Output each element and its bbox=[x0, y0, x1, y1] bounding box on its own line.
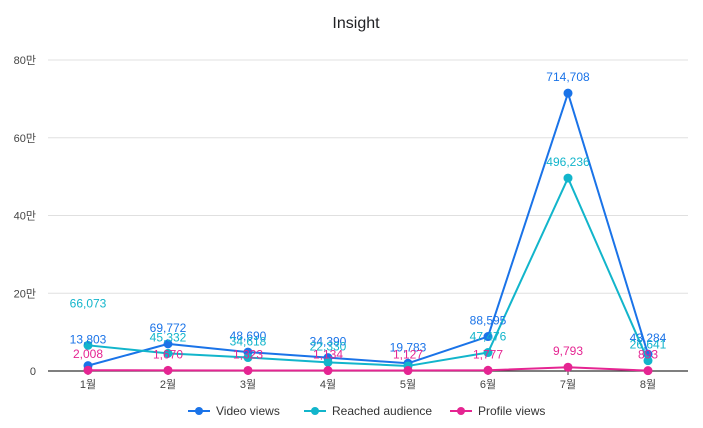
data-label: 1,127 bbox=[393, 348, 423, 362]
data-label: 1,777 bbox=[473, 347, 503, 361]
data-point bbox=[563, 362, 573, 372]
x-axis-ticks: 1월 2월 3월 4월 5월 6월 7월 8월 bbox=[80, 371, 656, 391]
x-tick-label: 1월 bbox=[80, 378, 96, 391]
data-point bbox=[163, 348, 173, 358]
x-tick-label: 8월 bbox=[640, 378, 656, 391]
data-label: 48,690 bbox=[230, 329, 267, 343]
data-point bbox=[483, 332, 493, 342]
data-label: 9,793 bbox=[553, 344, 583, 358]
data-label: 496,236 bbox=[546, 155, 590, 169]
series-lines bbox=[83, 88, 653, 376]
data-point bbox=[243, 365, 253, 375]
y-tick-label: 80만 bbox=[14, 54, 36, 67]
data-point bbox=[323, 357, 333, 367]
data-label: 26,641 bbox=[630, 338, 667, 352]
series-2 bbox=[83, 362, 653, 376]
data-point bbox=[563, 88, 573, 98]
legend: Video views Reached audience Profile views bbox=[188, 404, 545, 418]
data-label: 43,284 bbox=[630, 331, 667, 345]
data-point bbox=[83, 340, 93, 350]
chart-title: Insight bbox=[332, 15, 380, 32]
data-point bbox=[403, 366, 413, 376]
legend-label: Profile views bbox=[478, 404, 545, 418]
data-label: 69,772 bbox=[150, 321, 187, 335]
legend-marker bbox=[457, 407, 465, 415]
legend-item: Reached audience bbox=[304, 404, 432, 418]
data-label: 66,073 bbox=[70, 296, 107, 310]
x-tick-label: 4월 bbox=[320, 378, 336, 391]
legend-label: Reached audience bbox=[332, 404, 432, 418]
series-line bbox=[87, 177, 649, 367]
data-label: 47,476 bbox=[470, 330, 507, 344]
y-axis-ticks: 0 20만 40만 60만 80만 bbox=[14, 54, 36, 378]
data-labels: 13,803 69,772 48,690 34,390 19,783 88,595 714,… bbox=[70, 70, 667, 361]
legend-marker bbox=[311, 407, 319, 415]
x-tick-label: 6월 bbox=[480, 378, 496, 391]
data-label: 19,783 bbox=[390, 340, 427, 354]
grid-lines bbox=[48, 59, 688, 372]
data-point bbox=[323, 366, 333, 376]
data-point bbox=[163, 365, 173, 375]
legend-label: Video views bbox=[216, 404, 280, 418]
data-label: 1,134 bbox=[313, 348, 343, 362]
data-label: 34,390 bbox=[310, 335, 347, 349]
x-tick-label: 3월 bbox=[240, 378, 256, 391]
data-point bbox=[563, 173, 573, 183]
data-point bbox=[243, 353, 253, 363]
x-tick-label: 2월 bbox=[160, 378, 176, 391]
y-tick-label: 40만 bbox=[14, 210, 36, 223]
data-label: 22,330 bbox=[310, 339, 347, 353]
series-line bbox=[87, 92, 649, 367]
legend-marker bbox=[195, 407, 203, 415]
series-line bbox=[87, 366, 649, 372]
data-label: 45,332 bbox=[150, 330, 187, 344]
x-tick-label: 7월 bbox=[560, 378, 576, 391]
data-point bbox=[83, 365, 93, 375]
legend-item: Profile views bbox=[450, 404, 545, 418]
data-label: 714,708 bbox=[546, 70, 590, 84]
data-point bbox=[483, 365, 493, 375]
data-label: 893 bbox=[638, 348, 658, 362]
data-point bbox=[643, 366, 653, 376]
data-label: 1,670 bbox=[153, 347, 183, 361]
data-label: 13,803 bbox=[70, 333, 107, 347]
x-tick-label: 5월 bbox=[400, 378, 416, 391]
data-label: 2,008 bbox=[73, 347, 103, 361]
y-tick-label: 60만 bbox=[14, 132, 36, 145]
data-label: 88,595 bbox=[470, 314, 507, 328]
y-tick-label: 20만 bbox=[14, 287, 36, 300]
data-point bbox=[483, 348, 493, 358]
legend-item: Video views bbox=[188, 404, 280, 418]
data-label: 34,618 bbox=[230, 335, 267, 349]
data-point bbox=[643, 356, 653, 366]
y-tick-label: 0 bbox=[30, 366, 36, 378]
data-point bbox=[163, 339, 173, 349]
data-label: 1,323 bbox=[233, 347, 263, 361]
